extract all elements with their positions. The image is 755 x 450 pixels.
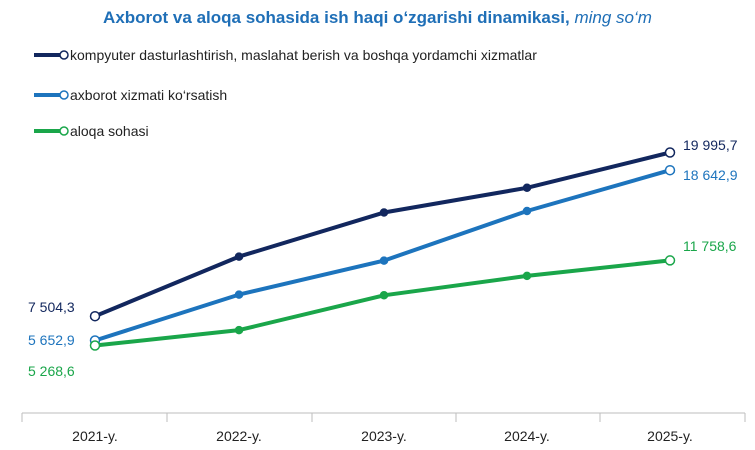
legend-marker-3	[59, 126, 69, 136]
x-tick-label-1: 2021-y.	[72, 428, 118, 444]
series-3-point-3	[379, 291, 389, 300]
legend-marker-2	[59, 90, 69, 100]
legend-label-1: kompyuter dasturlashtirish, maslahat ber…	[70, 47, 537, 63]
legend-marker-1	[59, 50, 69, 60]
series-3-point-2	[234, 325, 244, 335]
legend-label-2: axborot xizmati ko‘rsatish	[70, 87, 227, 103]
x-tick-label-2: 2022-y.	[216, 428, 262, 444]
chart-title-text: Axborot va aloqa sohasida ish haqi o‘zga…	[103, 8, 570, 27]
x-tick-label-3: 2023-y.	[361, 428, 407, 444]
series-1-point-2	[234, 252, 244, 261]
series-3-point-5	[664, 255, 676, 266]
data-labels: 7 504,3 19 995,7 5 652,9 18 642,9 5 268,6 11 …	[28, 137, 738, 379]
series-1-point-4	[522, 183, 532, 193]
chart-title: Axborot va aloqa sohasida ish haqi o‘zga…	[0, 8, 755, 28]
chart-title-unit: ming so‘m	[574, 8, 652, 27]
series-1-point-5	[664, 147, 676, 158]
series-2-point-4	[522, 206, 532, 216]
series-3-point-4	[522, 271, 532, 281]
x-axis: 2021-y. 2022-y. 2023-y. 2024-y. 2025-y.	[21, 412, 746, 444]
data-label-3-first: 5 268,6	[28, 363, 75, 379]
series-line-3	[93, 258, 672, 348]
legend-label-3: aloqa sohasi	[70, 123, 149, 139]
series-1-point-1	[89, 310, 101, 322]
series-2-point-5	[664, 164, 676, 176]
data-label-1-first: 7 504,3	[28, 299, 75, 315]
chart-legend: kompyuter dasturlashtirish, maslahat ber…	[34, 47, 537, 139]
series-lines	[89, 147, 676, 351]
data-label-2-last: 18 642,9	[683, 167, 738, 183]
data-label-2-first: 5 652,9	[28, 332, 75, 348]
x-tick-label-4: 2024-y.	[504, 428, 550, 444]
data-label-3-last: 11 758,6	[683, 238, 737, 254]
series-2-point-2	[234, 290, 244, 299]
x-tick-label-5: 2025-y.	[647, 428, 693, 444]
series-2-point-3	[379, 256, 389, 265]
data-label-1-last: 19 995,7	[683, 137, 738, 153]
series-line-2	[93, 168, 672, 343]
series-3-point-1	[89, 340, 101, 351]
series-1-point-3	[379, 208, 389, 217]
